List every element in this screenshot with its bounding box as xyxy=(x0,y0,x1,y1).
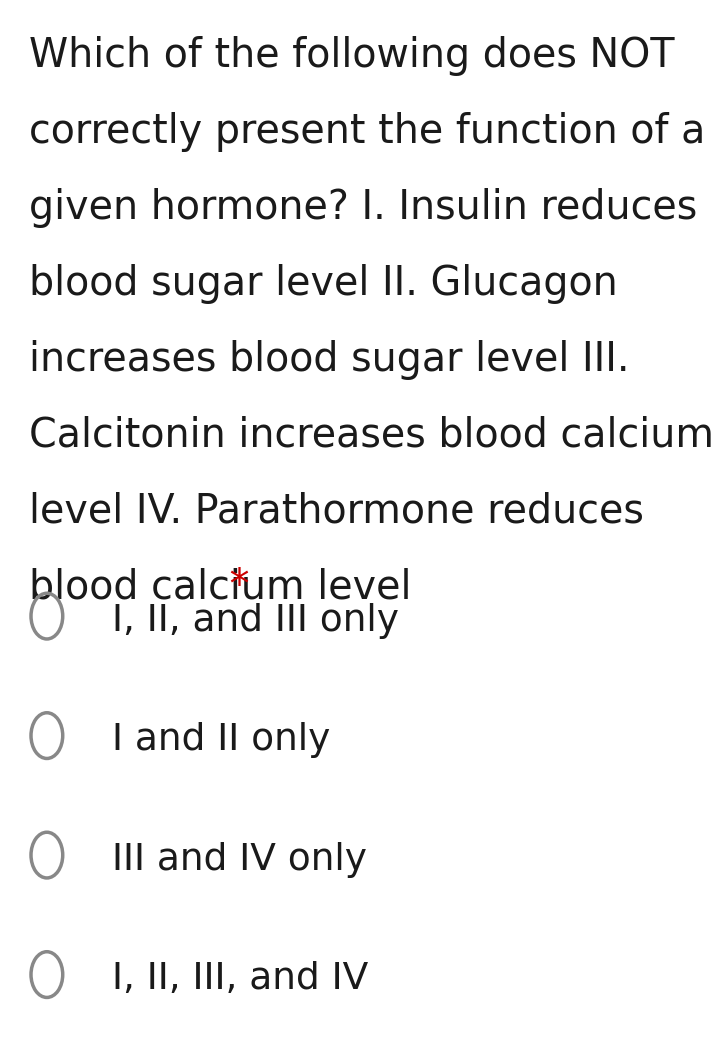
Text: Calcitonin increases blood calcium: Calcitonin increases blood calcium xyxy=(29,416,714,455)
Text: I, II, and III only: I, II, and III only xyxy=(112,603,399,639)
Text: I and II only: I and II only xyxy=(112,722,330,758)
Text: I, II, III, and IV: I, II, III, and IV xyxy=(112,961,368,997)
Text: III and IV only: III and IV only xyxy=(112,842,367,878)
Text: increases blood sugar level III.: increases blood sugar level III. xyxy=(29,340,629,379)
Text: given hormone? I. Insulin reduces: given hormone? I. Insulin reduces xyxy=(29,188,697,228)
Text: blood sugar level II. Glucagon: blood sugar level II. Glucagon xyxy=(29,264,618,303)
Text: blood calcium level: blood calcium level xyxy=(29,567,412,607)
Text: level IV. Parathormone reduces: level IV. Parathormone reduces xyxy=(29,491,644,531)
Text: Which of the following does NOT: Which of the following does NOT xyxy=(29,36,674,76)
Text: *: * xyxy=(216,567,249,607)
Text: correctly present the function of a: correctly present the function of a xyxy=(29,112,705,152)
